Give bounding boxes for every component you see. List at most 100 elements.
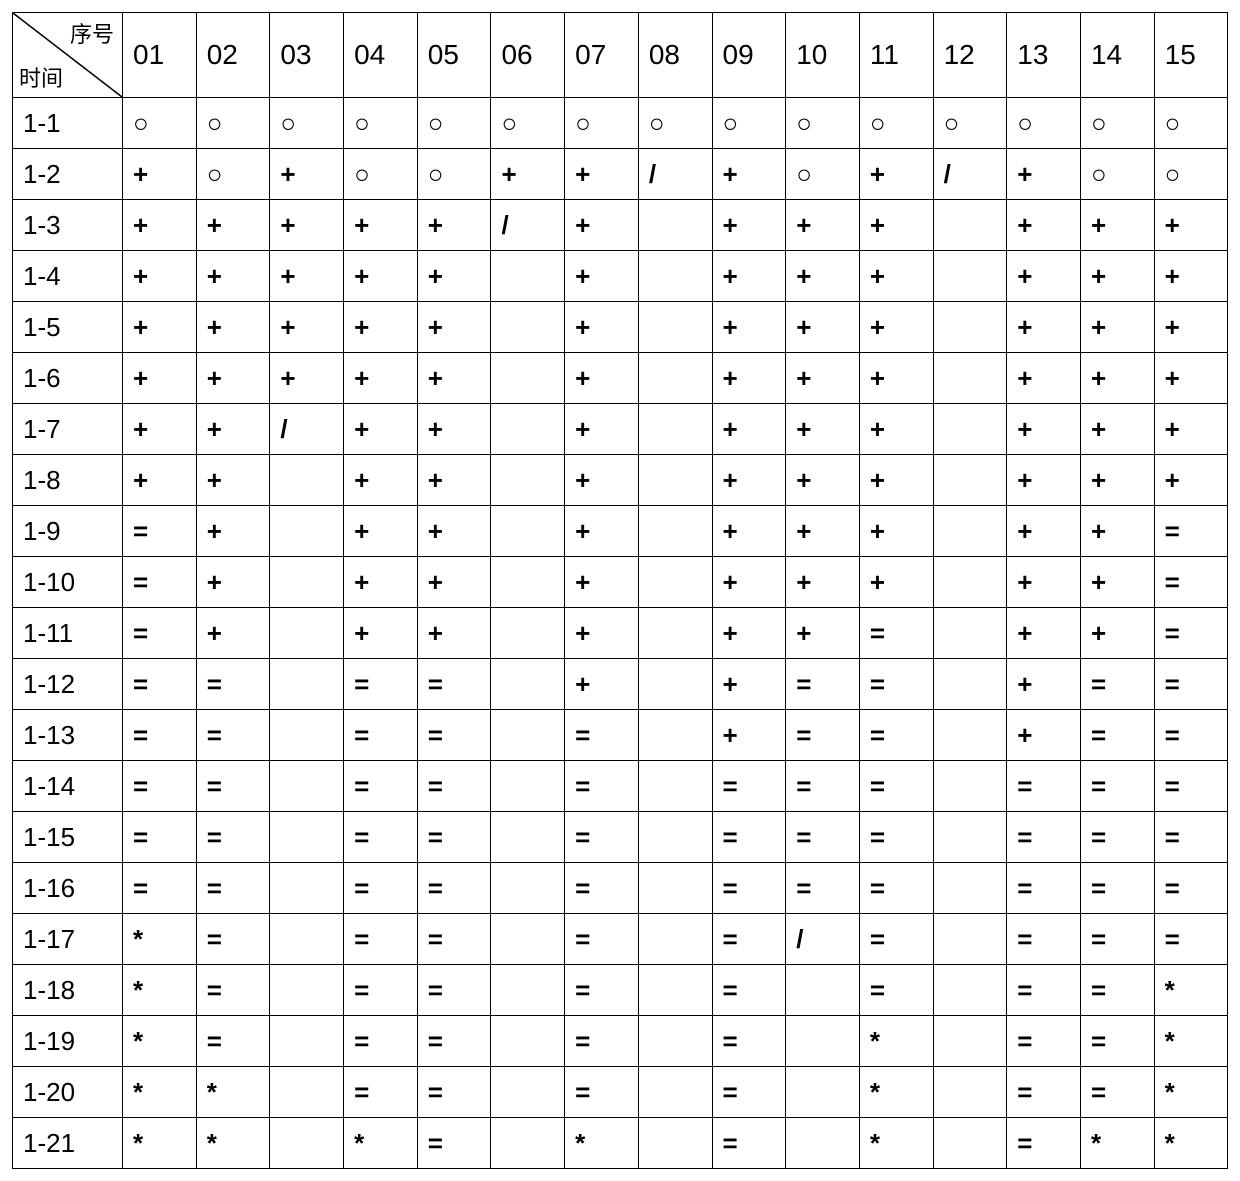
table-cell [786,1016,860,1067]
table-cell [786,1118,860,1169]
table-cell: + [1080,302,1154,353]
table-cell: ○ [1007,98,1081,149]
table-cell: * [344,1118,418,1169]
table-cell: = [565,812,639,863]
table-cell [933,302,1007,353]
table-row: 1-12====++==+== [13,659,1228,710]
table-cell: = [196,761,270,812]
table-cell: = [1154,710,1228,761]
table-cell: = [344,1016,418,1067]
table-cell: ○ [417,98,491,149]
table-cell: = [1080,863,1154,914]
table-cell: = [786,710,860,761]
table-cell [491,812,565,863]
table-cell: = [1154,506,1228,557]
table-cell: = [417,965,491,1016]
table-cell [933,812,1007,863]
table-cell: + [565,149,639,200]
row-label: 1-14 [13,761,123,812]
table-cell: = [123,863,197,914]
table-cell: = [196,863,270,914]
table-cell [491,761,565,812]
col-header: 06 [491,13,565,98]
table-cell [638,710,712,761]
table-cell: + [1154,455,1228,506]
table-cell: + [196,608,270,659]
table-cell: = [123,761,197,812]
row-label: 1-1 [13,98,123,149]
table-cell [933,710,1007,761]
table-cell: + [1154,251,1228,302]
table-cell: + [712,557,786,608]
table-cell [638,200,712,251]
table-cell: = [123,506,197,557]
table-cell: ○ [196,149,270,200]
table-cell [270,710,344,761]
table-cell: = [786,659,860,710]
table-cell: = [417,710,491,761]
table-cell: = [417,1067,491,1118]
table-cell [933,1016,1007,1067]
table-row: 1-6++++++++++++ [13,353,1228,404]
table-cell: + [1080,404,1154,455]
table-cell: = [344,1067,418,1118]
table-cell: ○ [123,98,197,149]
row-label: 1-19 [13,1016,123,1067]
table-cell: + [712,404,786,455]
table-cell: ○ [196,98,270,149]
table-body: 1-1○○○○○○○○○○○○○○○1-2+○+○○++/+○+/+○○1-3+… [13,98,1228,1169]
table-cell: = [123,812,197,863]
table-cell: + [344,506,418,557]
table-cell: + [786,251,860,302]
table-cell [491,608,565,659]
table-cell [638,659,712,710]
row-label: 1-13 [13,710,123,761]
col-header: 03 [270,13,344,98]
table-cell [638,965,712,1016]
table-cell: + [417,506,491,557]
table-cell: + [859,455,933,506]
table-cell [270,965,344,1016]
table-cell: = [1080,914,1154,965]
table-cell [933,506,1007,557]
table-cell: * [123,1016,197,1067]
table-cell: = [859,761,933,812]
table-row: 1-16=========== [13,863,1228,914]
table-cell [491,557,565,608]
row-label: 1-18 [13,965,123,1016]
table-cell: = [786,812,860,863]
col-header: 04 [344,13,418,98]
table-cell: + [712,149,786,200]
table-row: 1-9=+++++++++= [13,506,1228,557]
table-cell: = [1007,761,1081,812]
table-cell: = [712,914,786,965]
table-cell: ○ [1080,149,1154,200]
table-cell: * [1154,965,1228,1016]
table-cell: = [712,1016,786,1067]
table-header-row: 序号 时间 01 02 03 04 05 06 07 08 09 10 11 1… [13,13,1228,98]
table-row: 1-5++++++++++++ [13,302,1228,353]
table-cell: = [859,914,933,965]
table-cell: + [344,200,418,251]
table-row: 1-7++/+++++++++ [13,404,1228,455]
table-row: 1-20**====*==* [13,1067,1228,1118]
table-cell: + [786,608,860,659]
table-cell [491,404,565,455]
table-cell: = [417,761,491,812]
table-cell: + [712,353,786,404]
table-cell: = [565,863,639,914]
table-cell: = [196,965,270,1016]
table-cell: ○ [933,98,1007,149]
table-cell: = [1080,710,1154,761]
table-cell [270,812,344,863]
table-cell: = [1080,1016,1154,1067]
table-cell: + [786,506,860,557]
table-cell: + [1007,455,1081,506]
table-cell: * [1154,1067,1228,1118]
table-cell: + [859,251,933,302]
table-cell [638,404,712,455]
table-cell: = [565,914,639,965]
table-cell: + [1007,659,1081,710]
table-cell [491,251,565,302]
table-cell: = [344,659,418,710]
